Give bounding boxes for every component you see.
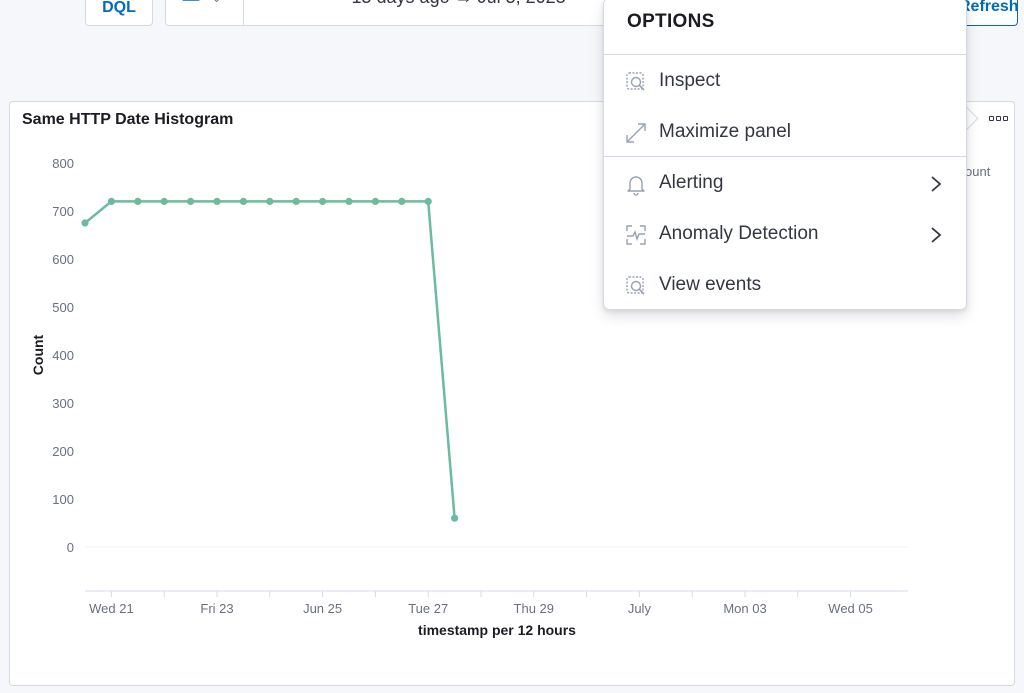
menu-item-inspect[interactable]: Inspect [604, 57, 966, 107]
data-point[interactable] [451, 514, 459, 522]
data-point[interactable] [213, 197, 221, 205]
query-language-button[interactable]: DQL [85, 0, 153, 26]
menu-item-view-events[interactable]: View events [604, 261, 966, 311]
inspect-icon [626, 276, 645, 295]
x-tick-label: Mon 03 [723, 601, 766, 616]
panel-options-button[interactable] [985, 107, 1011, 129]
x-axis-label: timestamp per 12 hours [418, 622, 576, 638]
divider [604, 54, 966, 55]
data-point[interactable] [319, 197, 327, 205]
y-tick-label: 600 [52, 252, 74, 267]
menu-item-label: Alerting [659, 172, 724, 193]
data-point[interactable] [266, 197, 274, 205]
x-tick-label: Wed 21 [89, 601, 134, 616]
y-tick-label: 400 [52, 348, 74, 363]
chevron-right-icon [931, 227, 942, 243]
inspect-icon [626, 72, 645, 91]
menu-item-maximize-panel[interactable]: Maximize panel [604, 108, 966, 158]
y-tick-label: 100 [52, 492, 74, 507]
options-menu-title: OPTIONS [627, 11, 715, 32]
menu-item-label: Anomaly Detection [659, 223, 819, 244]
chart-series [81, 197, 459, 522]
x-tick-label: Wed 05 [828, 601, 873, 616]
x-tick-label: Tue 27 [408, 601, 448, 616]
data-point[interactable] [239, 197, 247, 205]
menu-item-label: Maximize panel [659, 121, 791, 142]
date-picker[interactable]: ⌄ ~ 15 days ago → Jul 5, 2023 [165, 0, 615, 26]
chevron-right-icon [931, 176, 942, 192]
x-tick-label: July [628, 601, 652, 616]
data-point[interactable] [424, 197, 432, 205]
menu-item-label: View events [659, 274, 762, 295]
data-point[interactable] [160, 197, 168, 205]
options-menu: OPTIONS Inspect Maximize panel Alerting [603, 0, 967, 310]
data-point[interactable] [398, 197, 406, 205]
legend-item[interactable]: ount [965, 164, 991, 179]
y-axis: 0 100 200 300 400 500 600 700 800 [52, 156, 908, 555]
dot-icon [995, 115, 1001, 121]
data-point[interactable] [134, 197, 142, 205]
panel-title: Same HTTP Date Histogram [22, 111, 234, 128]
dot-icon [988, 115, 994, 121]
menu-item-label: Inspect [659, 70, 721, 91]
data-point[interactable] [107, 197, 115, 205]
line-chart: 0 100 200 300 400 500 600 700 800 Wed 21 Fri 23 Ju… [30, 156, 908, 638]
expand-icon [626, 123, 646, 143]
y-tick-label: 500 [52, 300, 74, 315]
calendar-icon [182, 0, 200, 1]
data-point[interactable] [187, 197, 195, 205]
bell-icon [627, 176, 645, 196]
dot-icon [1002, 115, 1008, 121]
divider [604, 156, 966, 157]
y-tick-label: 800 [52, 156, 74, 171]
chevron-down-icon: ⌄ [212, 0, 221, 5]
y-tick-label: 300 [52, 396, 74, 411]
x-tick-label: Jun 25 [303, 601, 342, 616]
menu-item-anomaly-detection[interactable]: Anomaly Detection [604, 210, 966, 260]
y-tick-label: 0 [67, 540, 74, 555]
data-point[interactable] [81, 219, 89, 227]
date-range-text[interactable]: ~ 15 days ago → Jul 5, 2023 [336, 0, 566, 8]
x-tick-label: Fri 23 [200, 601, 233, 616]
data-point[interactable] [292, 197, 300, 205]
y-tick-label: 700 [52, 204, 74, 219]
x-axis: Wed 21 Fri 23 Jun 25 Tue 27 Thu 29 July Mon 03… [85, 590, 908, 616]
y-axis-label: Count [30, 334, 46, 375]
series-line [84, 200, 456, 519]
anomaly-icon [626, 225, 646, 245]
menu-item-alerting[interactable]: Alerting [604, 159, 966, 209]
quick-select-button[interactable]: ⌄ [166, 0, 244, 25]
y-tick-label: 200 [52, 444, 74, 459]
x-tick-label: Thu 29 [514, 601, 554, 616]
data-point[interactable] [371, 197, 379, 205]
data-point[interactable] [345, 197, 353, 205]
